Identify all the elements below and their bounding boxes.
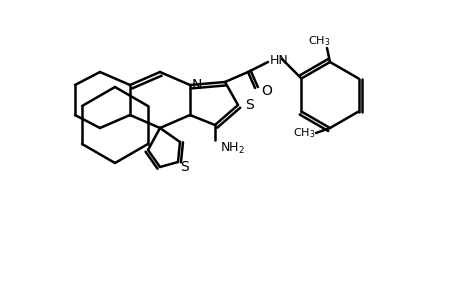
Text: N: N — [191, 78, 202, 92]
Text: CH$_3$: CH$_3$ — [307, 34, 330, 48]
Text: NH$_2$: NH$_2$ — [219, 140, 245, 156]
Text: O: O — [260, 84, 271, 98]
Text: S: S — [245, 98, 253, 112]
Text: HN: HN — [269, 53, 288, 67]
Text: CH$_3$: CH$_3$ — [292, 126, 314, 140]
Text: S: S — [179, 160, 188, 174]
